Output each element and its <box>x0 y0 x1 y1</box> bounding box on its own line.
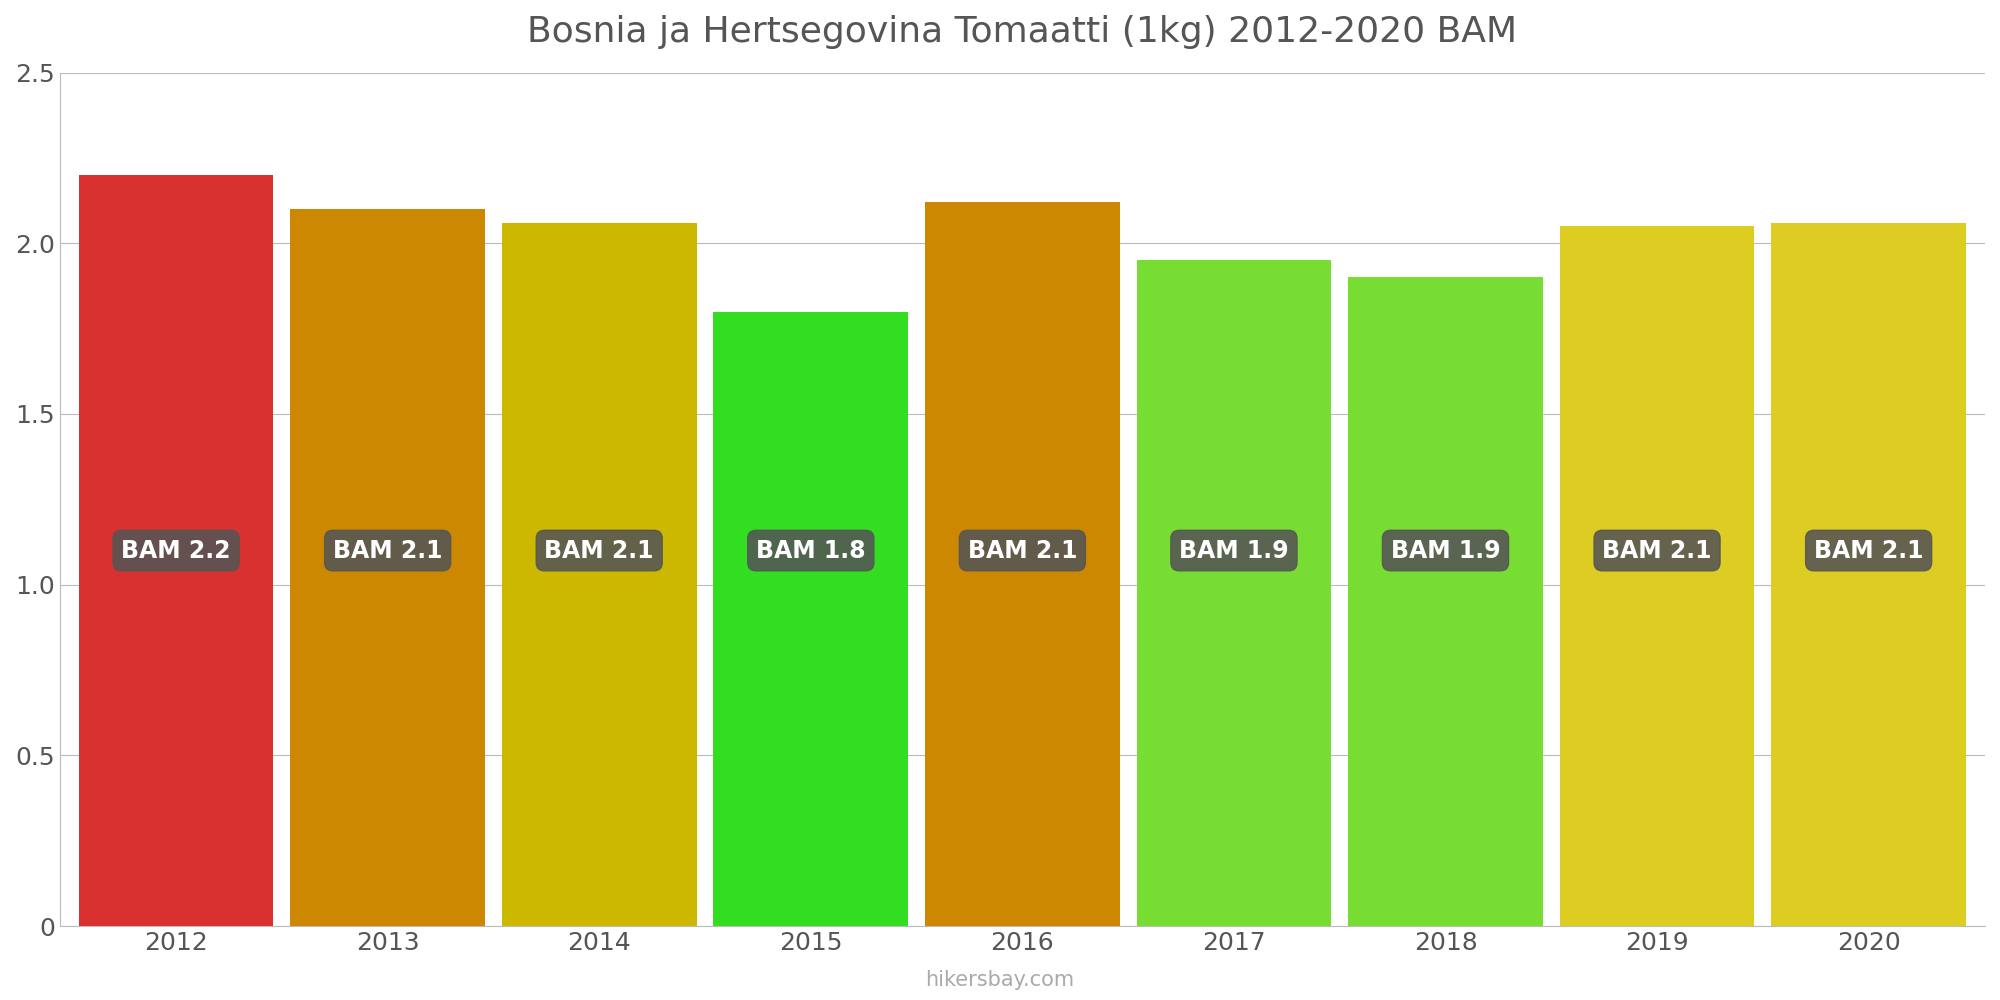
Text: BAM 2.1: BAM 2.1 <box>968 539 1078 563</box>
Bar <box>290 209 484 926</box>
Text: BAM 2.1: BAM 2.1 <box>332 539 442 563</box>
Text: BAM 2.1: BAM 2.1 <box>1814 539 1924 563</box>
Bar <box>1136 260 1332 926</box>
Text: BAM 2.1: BAM 2.1 <box>544 539 654 563</box>
Bar <box>926 202 1120 926</box>
Bar <box>1772 223 1966 926</box>
Bar <box>502 223 696 926</box>
Bar <box>1348 277 1542 926</box>
Text: BAM 1.9: BAM 1.9 <box>1390 539 1500 563</box>
Text: BAM 1.9: BAM 1.9 <box>1180 539 1288 563</box>
Title: Bosnia ja Hertsegovina Tomaatti (1kg) 2012-2020 BAM: Bosnia ja Hertsegovina Tomaatti (1kg) 20… <box>528 15 1518 49</box>
Text: hikersbay.com: hikersbay.com <box>926 970 1074 990</box>
Text: BAM 1.8: BAM 1.8 <box>756 539 866 563</box>
Bar <box>714 312 908 926</box>
Bar <box>78 175 274 926</box>
Text: BAM 2.1: BAM 2.1 <box>1602 539 1712 563</box>
Text: BAM 2.2: BAM 2.2 <box>122 539 230 563</box>
Bar <box>1560 226 1754 926</box>
